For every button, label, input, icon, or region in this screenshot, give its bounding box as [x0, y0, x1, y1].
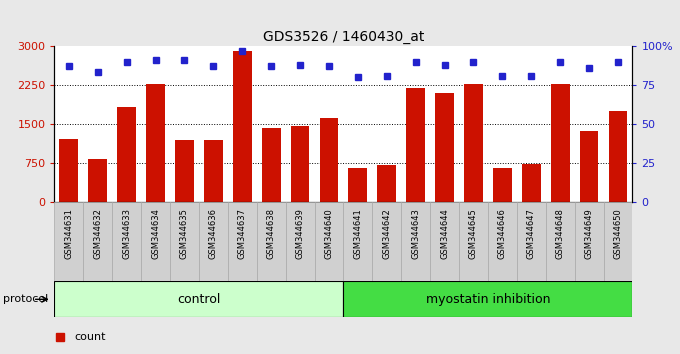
Text: GSM344631: GSM344631	[65, 208, 73, 259]
Bar	[551, 84, 570, 202]
Bar	[175, 140, 194, 202]
Bar	[199, 202, 228, 281]
Bar	[290, 126, 309, 202]
Text: GSM344648: GSM344648	[556, 208, 564, 259]
Bar	[343, 202, 372, 281]
Text: GSM344647: GSM344647	[527, 208, 536, 259]
Bar	[459, 202, 488, 281]
Text: GSM344634: GSM344634	[151, 208, 160, 259]
Bar	[314, 202, 343, 281]
Text: control: control	[177, 293, 220, 306]
Bar	[54, 202, 83, 281]
Bar	[348, 168, 367, 202]
Bar	[401, 202, 430, 281]
Text: GSM344640: GSM344640	[324, 208, 333, 259]
Text: GSM344636: GSM344636	[209, 208, 218, 259]
Bar	[204, 140, 223, 202]
Bar	[88, 159, 107, 202]
Bar	[546, 202, 575, 281]
Bar	[257, 202, 286, 281]
Bar	[112, 202, 141, 281]
Bar	[54, 281, 343, 317]
Bar	[117, 107, 136, 202]
Bar	[343, 281, 632, 317]
Bar	[493, 167, 512, 202]
Bar	[464, 84, 483, 202]
Bar	[83, 202, 112, 281]
Text: GSM344639: GSM344639	[296, 208, 305, 259]
Bar	[430, 202, 459, 281]
Text: GSM344642: GSM344642	[382, 208, 391, 259]
Bar	[517, 202, 546, 281]
Bar	[609, 111, 628, 202]
Text: GSM344645: GSM344645	[469, 208, 478, 259]
Text: GSM344632: GSM344632	[93, 208, 102, 259]
Bar	[141, 202, 170, 281]
Bar	[488, 202, 517, 281]
Text: count: count	[75, 332, 106, 342]
Bar	[286, 202, 314, 281]
Bar	[228, 202, 257, 281]
Bar	[320, 118, 339, 202]
Text: GSM344638: GSM344638	[267, 208, 275, 259]
Bar	[406, 87, 425, 202]
Text: protocol: protocol	[3, 294, 49, 304]
Bar	[522, 164, 541, 202]
Text: GSM344641: GSM344641	[354, 208, 362, 259]
Bar	[146, 84, 165, 202]
Bar	[579, 131, 598, 202]
Text: GSM344637: GSM344637	[238, 208, 247, 259]
Bar	[604, 202, 632, 281]
Bar	[435, 93, 454, 202]
Bar	[233, 51, 252, 202]
Text: GSM344643: GSM344643	[411, 208, 420, 259]
Bar	[575, 202, 604, 281]
Text: GSM344635: GSM344635	[180, 208, 189, 259]
Bar	[59, 139, 78, 202]
Text: GSM344649: GSM344649	[585, 208, 594, 259]
Text: GSM344633: GSM344633	[122, 208, 131, 259]
Text: GSM344644: GSM344644	[440, 208, 449, 259]
Title: GDS3526 / 1460430_at: GDS3526 / 1460430_at	[262, 30, 424, 44]
Text: GSM344650: GSM344650	[613, 208, 622, 259]
Bar	[262, 127, 281, 202]
Bar	[373, 202, 401, 281]
Bar	[170, 202, 199, 281]
Text: GSM344646: GSM344646	[498, 208, 507, 259]
Text: myostatin inhibition: myostatin inhibition	[426, 293, 550, 306]
Bar	[377, 165, 396, 202]
